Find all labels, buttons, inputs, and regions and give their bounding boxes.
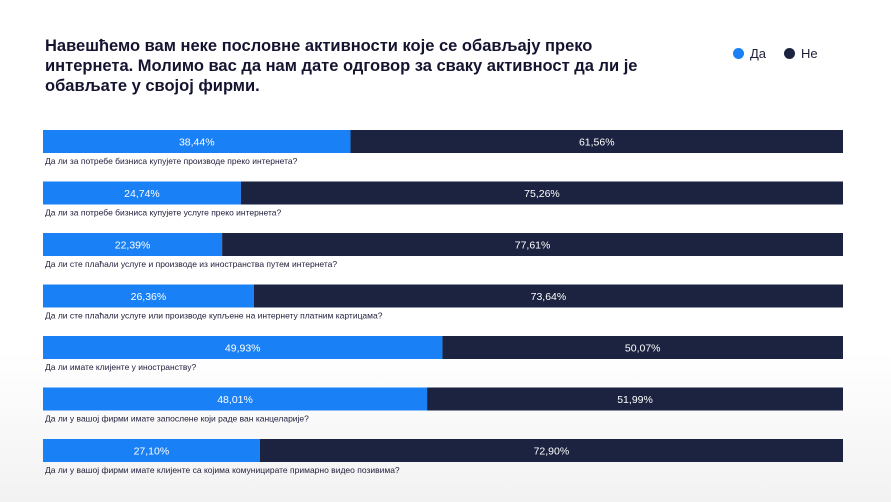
data-label-yes-1: 24,74% (124, 188, 160, 200)
legend-item-yes: Да (733, 46, 766, 61)
bar-no-1 (240, 181, 844, 205)
category-label-3: Да ли сте плаћали услуге или производе к… (45, 311, 383, 321)
bar-yes-6 (43, 439, 260, 462)
bar-yes-0 (43, 130, 351, 153)
bar-no-4 (442, 336, 843, 359)
category-label-6: Да ли у вашој фирми имате клијенте са ко… (45, 465, 400, 475)
data-label-no-6: 72,90% (534, 446, 570, 458)
bar-no-3 (253, 284, 843, 308)
legend-swatch-yes (733, 48, 744, 59)
bar-no-6 (259, 439, 843, 462)
bar-yes-2 (43, 233, 223, 256)
data-label-yes-5: 48,01% (217, 394, 253, 406)
data-label-no-2: 77,61% (515, 240, 551, 252)
legend-item-no: Не (784, 46, 818, 61)
data-label-yes-0: 38,44% (179, 137, 215, 149)
data-label-no-3: 73,64% (531, 291, 567, 303)
data-label-no-1: 75,26% (524, 188, 560, 200)
legend-swatch-no (784, 48, 796, 59)
data-label-no-4: 50,07% (625, 343, 661, 355)
bar-no-0 (350, 130, 843, 153)
category-label-2: Да ли сте плаћали услуге и производе из … (45, 259, 337, 269)
bar-yes-4 (43, 336, 443, 359)
legend-label-no: Не (801, 46, 818, 61)
legend-label-yes: Да (750, 46, 767, 61)
bar-yes-5 (43, 387, 428, 411)
bar-yes-1 (43, 181, 241, 205)
bar-no-5 (427, 387, 843, 411)
bar-yes-3 (43, 284, 254, 308)
category-label-4: Да ли имате клијенте у иностранству? (45, 362, 196, 372)
category-label-1: Да ли за потребе бизниса купујете услуге… (45, 208, 282, 218)
legend: Да Не (733, 46, 836, 61)
chart-title: Навешћемо вам неке пословне активности к… (45, 37, 638, 95)
data-label-yes-2: 22,39% (115, 240, 151, 252)
data-label-yes-3: 26,36% (131, 291, 167, 303)
data-label-yes-4: 49,93% (225, 343, 261, 355)
bar-no-2 (222, 233, 843, 256)
data-label-no-0: 61,56% (579, 137, 615, 149)
category-label-0: Да ли за потребе бизниса купујете произв… (45, 156, 298, 166)
category-label-5: Да ли у вашој фирми имате запослене који… (45, 414, 309, 424)
data-label-yes-6: 27,10% (134, 446, 170, 458)
data-label-no-5: 51,99% (617, 394, 653, 406)
